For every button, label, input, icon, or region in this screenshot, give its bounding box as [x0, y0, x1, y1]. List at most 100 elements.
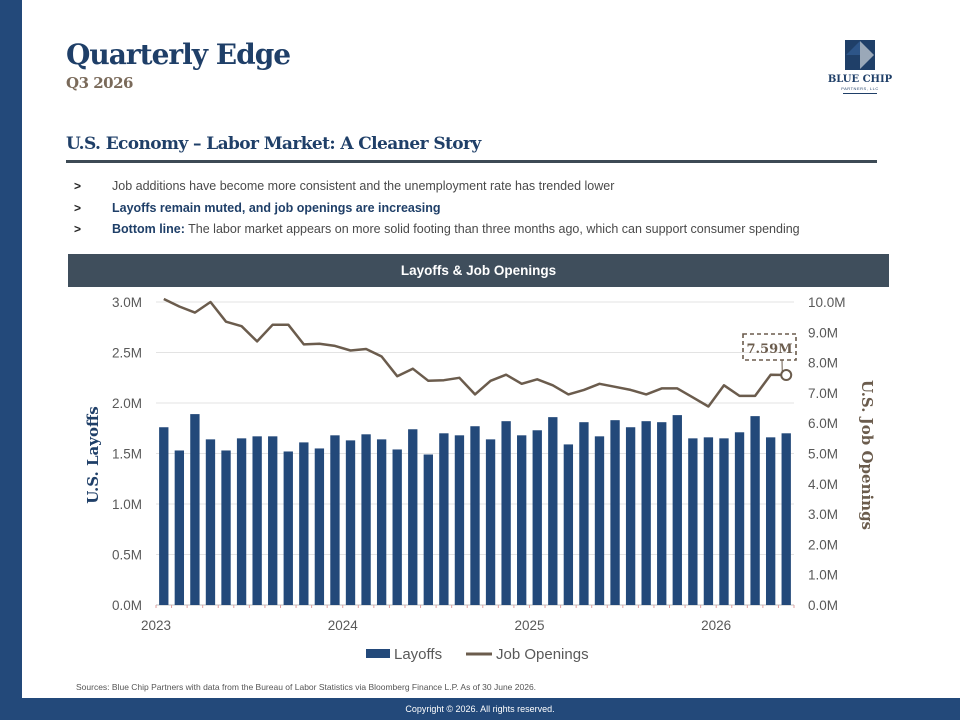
layoffs-bar [594, 436, 605, 605]
x-tick-label: 2023 [141, 618, 171, 633]
y-right-tick-label: 4.0M [808, 477, 838, 492]
layoffs-bar [657, 422, 667, 605]
bullet-item: > Job additions have become more consiste… [74, 176, 800, 198]
layoffs-bar [236, 438, 247, 605]
bullet-marker: > [74, 179, 82, 193]
page-title: Quarterly Edge [66, 38, 291, 71]
layoffs-bar [672, 415, 682, 605]
y-right-axis-title: U.S. Job Openings [858, 380, 876, 530]
logo-subtitle: PARTNERS, LLC [841, 86, 879, 91]
layoffs-bar [314, 448, 325, 605]
layoffs-bar [376, 439, 387, 605]
layoffs-bar [688, 438, 698, 605]
company-logo: BLUE CHIP PARTNERS, LLC [820, 38, 900, 98]
logo-rule [843, 93, 877, 94]
layoffs-bar [501, 421, 511, 605]
page-subtitle: Q3 2026 [66, 74, 133, 92]
layoffs-bar [532, 430, 542, 605]
layoffs-bar [625, 427, 636, 605]
y-left-axis-title: U.S. Layoffs [84, 406, 102, 503]
y-left-tick-label: 0.0M [112, 598, 142, 613]
layoffs-bar [781, 433, 791, 605]
layoffs-bar [719, 438, 729, 605]
job-openings-line-group [163, 297, 793, 408]
legend-label-layoffs: Layoffs [394, 646, 442, 663]
layoffs-bar [485, 439, 496, 605]
layoffs-bar [734, 432, 745, 605]
x-tick-label: 2025 [514, 618, 544, 633]
y-right-tick-label: 5.0M [808, 447, 838, 462]
layoffs-bar [454, 435, 465, 605]
latest-value-callout: 7.59M [742, 333, 797, 372]
y-right-tick-label: 10.0M [808, 295, 846, 310]
y-right-tick-label: 7.0M [808, 386, 838, 401]
y-right-tick-label: 9.0M [808, 325, 838, 340]
layoffs-bar [470, 426, 480, 605]
layoffs-bar [361, 434, 371, 605]
layoffs-bar [610, 420, 620, 605]
bullet-item: > Layoffs remain muted, and job openings … [74, 198, 800, 220]
y-right-tick-label: 3.0M [808, 507, 838, 522]
chart-legend: Layoffs Job Openings [366, 646, 589, 663]
layoffs-bar [221, 450, 231, 605]
layoffs-bar [579, 422, 589, 605]
layoffs-bar [330, 435, 340, 605]
x-tick-label: 2026 [701, 618, 731, 633]
bullet-list: > Job additions have become more consiste… [74, 176, 800, 241]
layoffs-bar [517, 435, 527, 605]
y-right-tick-label: 6.0M [808, 416, 838, 431]
bullet-text: Job additions have become more consisten… [112, 179, 615, 193]
logo-name: BLUE CHIP [827, 74, 893, 85]
layoffs-bar [268, 436, 278, 605]
layoffs-bar [345, 440, 356, 605]
layoffs-bar [205, 439, 216, 605]
layoffs-bar [423, 454, 433, 605]
layoffs-bar [563, 444, 574, 605]
y-right-tick-label: 0.0M [808, 598, 838, 613]
left-accent-bar [0, 0, 22, 720]
layoffs-bar [439, 433, 449, 605]
layoffs-bar [641, 421, 651, 605]
layoffs-bar [190, 414, 200, 605]
bullet-text: The labor market appears on more solid f… [184, 222, 800, 236]
axis-ticks: 0.0M 0.5M 1.0M 1.5M 2.0M 2.5M 3.0M 0.0M 1.0M 2.0M… [112, 295, 846, 633]
y-left-tick-label: 3.0M [112, 295, 142, 310]
y-left-tick-label: 1.0M [112, 497, 142, 512]
y-left-tick-label: 0.5M [112, 548, 142, 563]
chart-title: Layoffs & Job Openings [68, 254, 889, 287]
y-left-tick-label: 2.5M [112, 346, 142, 361]
y-right-tick-label: 8.0M [808, 356, 838, 371]
section-title: U.S. Economy – Labor Market: A Cleaner S… [66, 134, 481, 154]
bullet-lead: Layoffs remain muted, and job openings a… [112, 200, 441, 215]
y-right-tick-label: 2.0M [808, 537, 838, 552]
bullet-marker: > [74, 222, 82, 236]
x-tick-label: 2024 [328, 618, 359, 633]
layoffs-bar [765, 437, 776, 605]
bullet-item: > Bottom line: The labor market appears o… [74, 219, 800, 241]
y-left-tick-label: 2.0M [112, 396, 142, 411]
layoffs-bar [408, 429, 418, 605]
sources-note: Sources: Blue Chip Partners with data fr… [76, 682, 537, 692]
job-openings-line [163, 297, 787, 408]
legend-label-job-openings: Job Openings [496, 646, 589, 663]
layoffs-openings-chart: 0.0M 0.5M 1.0M 1.5M 2.0M 2.5M 3.0M 0.0M 1.0M 2.0M… [84, 295, 876, 663]
layoffs-bar [548, 417, 558, 605]
layoffs-bar [392, 449, 402, 605]
layoffs-bar [703, 437, 714, 605]
layoffs-bar [174, 450, 185, 605]
layoffs-bar [299, 442, 309, 605]
legend-swatch-layoffs [366, 649, 390, 658]
y-right-tick-label: 1.0M [808, 568, 838, 583]
bullet-marker: > [74, 200, 82, 215]
layoffs-bar [159, 427, 169, 605]
y-left-tick-label: 1.5M [112, 447, 142, 462]
callout-box [742, 333, 797, 361]
copyright-footer: Copyright © 2026. All rights reserved. [0, 698, 960, 720]
callout-label: 7.59M [746, 342, 792, 357]
section-divider [66, 160, 877, 163]
latest-point-marker [780, 369, 793, 382]
layoffs-bars [159, 414, 791, 605]
layoffs-bar [252, 436, 262, 605]
layoffs-bar [750, 416, 760, 605]
layoffs-bar [283, 451, 293, 605]
